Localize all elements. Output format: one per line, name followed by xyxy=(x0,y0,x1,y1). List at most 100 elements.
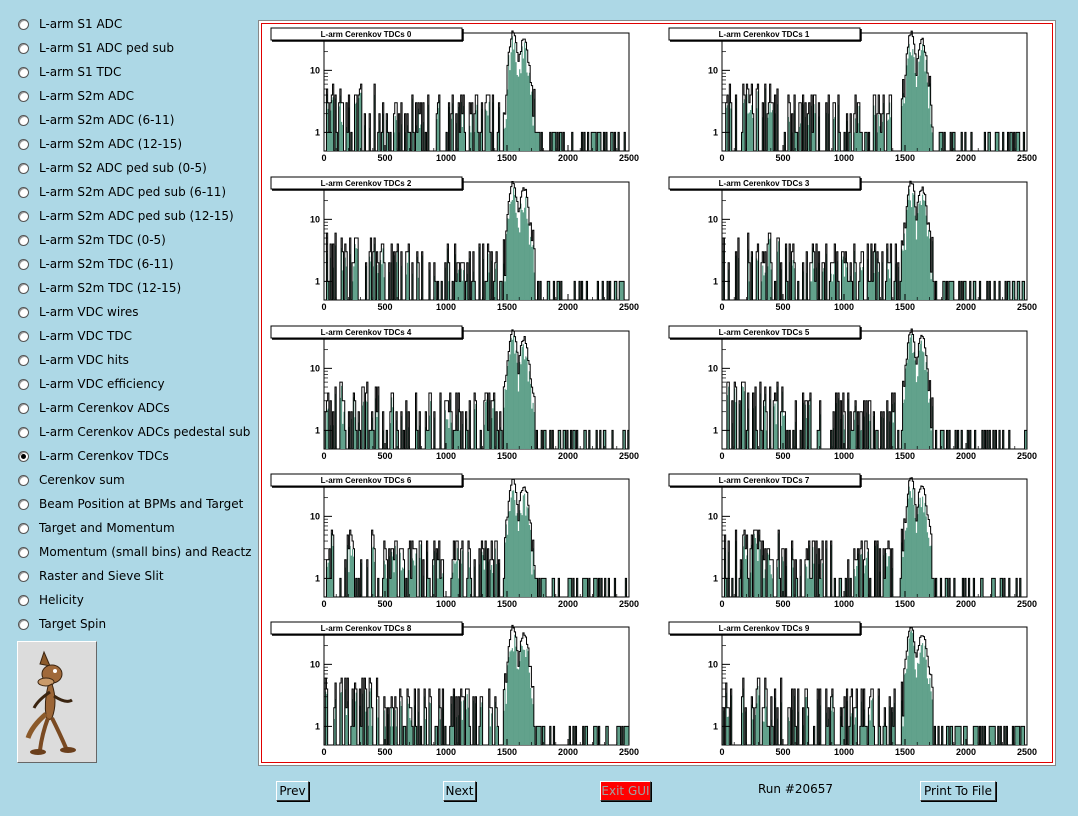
x-tick-label: 2500 xyxy=(1017,302,1037,312)
histogram-option[interactable]: L-arm Cerenkov ADCs xyxy=(18,398,170,418)
radio-button[interactable] xyxy=(18,18,29,30)
histogram-option[interactable]: L-arm S1 ADC xyxy=(18,14,122,34)
option-label: L-arm S2m TDC (0-5) xyxy=(39,233,166,247)
radio-button[interactable] xyxy=(18,474,29,486)
exit-gui-button[interactable]: Exit GUI xyxy=(600,781,651,801)
radio-button[interactable] xyxy=(18,186,29,198)
histogram-option[interactable]: L-arm S2 ADC ped sub (0-5) xyxy=(18,158,207,178)
title-box xyxy=(668,176,861,190)
histogram-option[interactable]: L-arm S2m ADC (6-11) xyxy=(18,110,174,130)
title-box xyxy=(270,176,463,190)
x-tick-label: 1500 xyxy=(497,153,517,163)
x-tick-label: 1000 xyxy=(834,451,854,461)
radio-button[interactable] xyxy=(18,570,29,582)
radio-button[interactable] xyxy=(18,306,29,318)
x-tick-label: 1500 xyxy=(895,747,915,757)
histogram-option[interactable]: L-arm S2m ADC ped sub (6-11) xyxy=(18,182,226,202)
radio-button[interactable] xyxy=(18,378,29,390)
histogram-plot: 0 500 1000 1500 2000 2500 1 10 L-arm Cerenkov TD… xyxy=(270,27,639,163)
prev-button[interactable]: Prev xyxy=(276,781,309,801)
y-tick-label: 10 xyxy=(708,659,718,669)
x-tick-label: 500 xyxy=(377,153,392,163)
option-label: L-arm S2m ADC (6-11) xyxy=(39,113,175,127)
y-tick-label: 10 xyxy=(708,511,718,521)
histogram-option[interactable]: L-arm S1 ADC ped sub xyxy=(18,38,174,58)
x-tick-label: 2000 xyxy=(558,451,578,461)
x-tick-label: 1500 xyxy=(895,153,915,163)
option-label: L-arm VDC efficiency xyxy=(39,377,165,391)
histogram-option[interactable]: Beam Position at BPMs and Target xyxy=(18,494,243,514)
x-tick-label: 1000 xyxy=(436,747,456,757)
histogram-option[interactable]: L-arm S2m TDC (0-5) xyxy=(18,230,166,250)
x-tick-label: 500 xyxy=(775,451,790,461)
y-tick-label: 1 xyxy=(315,425,320,435)
option-label: Momentum (small bins) and Reactz xyxy=(39,545,252,559)
histogram-line xyxy=(722,626,1027,746)
x-tick-label: 0 xyxy=(719,747,724,757)
print-to-file-button[interactable]: Print To File xyxy=(920,781,996,801)
histogram-option[interactable]: L-arm S2m ADC ped sub (12-15) xyxy=(18,206,234,226)
radio-button[interactable] xyxy=(18,162,29,174)
radio-button[interactable] xyxy=(18,594,29,606)
radio-button[interactable] xyxy=(18,138,29,150)
x-tick-label: 1500 xyxy=(497,599,517,609)
next-button[interactable]: Next xyxy=(443,781,476,801)
title-box xyxy=(668,621,861,635)
radio-button[interactable] xyxy=(18,402,29,414)
histogram-plot: 0 500 1000 1500 2000 2500 1 10 L-arm Cerenkov TD… xyxy=(668,176,1037,312)
histogram-option[interactable]: L-arm VDC TDC xyxy=(18,326,132,346)
radio-button[interactable] xyxy=(18,618,29,630)
x-tick-label: 0 xyxy=(719,451,724,461)
histogram-plot: 0 500 1000 1500 2000 2500 1 10 L-arm Cerenkov TD… xyxy=(270,473,639,609)
y-tick-label: 10 xyxy=(310,363,320,373)
x-tick-label: 1000 xyxy=(436,153,456,163)
radio-button[interactable] xyxy=(18,258,29,270)
radio-button[interactable] xyxy=(18,426,29,438)
histogram-option[interactable]: Target Spin xyxy=(18,614,106,634)
x-tick-label: 0 xyxy=(719,599,724,609)
x-tick-label: 2000 xyxy=(956,747,976,757)
histogram-option[interactable]: L-arm S2m TDC (12-15) xyxy=(18,278,181,298)
histogram-option[interactable]: Cerenkov sum xyxy=(18,470,125,490)
radio-button[interactable] xyxy=(18,234,29,246)
histogram-option[interactable]: Helicity xyxy=(18,590,84,610)
radio-button[interactable] xyxy=(18,498,29,510)
radio-button[interactable] xyxy=(18,42,29,54)
histogram-option[interactable]: L-arm Cerenkov TDCs xyxy=(18,446,169,466)
title-box xyxy=(668,473,861,487)
histogram-option[interactable]: L-arm S1 TDC xyxy=(18,62,121,82)
radio-button[interactable] xyxy=(18,90,29,102)
x-tick-label: 500 xyxy=(377,302,392,312)
radio-button[interactable] xyxy=(18,210,29,222)
option-label: Target Spin xyxy=(39,617,107,631)
histogram-option[interactable]: Momentum (small bins) and Reactz xyxy=(18,542,251,562)
radio-button[interactable] xyxy=(18,522,29,534)
histogram-title: L-arm Cerenkov TDCs 0 xyxy=(321,30,412,39)
radio-button[interactable] xyxy=(18,354,29,366)
option-label: Raster and Sieve Slit xyxy=(39,569,164,583)
histogram-option[interactable]: L-arm S2m ADC xyxy=(18,86,134,106)
x-tick-label: 500 xyxy=(377,747,392,757)
histogram-option[interactable]: L-arm VDC wires xyxy=(18,302,138,322)
histogram-option[interactable]: Target and Momentum xyxy=(18,518,175,538)
histogram-title: L-arm Cerenkov TDCs 5 xyxy=(719,328,810,337)
radio-button[interactable] xyxy=(18,114,29,126)
histogram-line xyxy=(722,180,1027,301)
radio-button[interactable] xyxy=(18,282,29,294)
radio-button[interactable] xyxy=(18,546,29,558)
option-label: Beam Position at BPMs and Target xyxy=(39,497,244,511)
histogram-option[interactable]: L-arm VDC efficiency xyxy=(18,374,165,394)
histogram-option[interactable]: L-arm Cerenkov ADCs pedestal sub xyxy=(18,422,250,442)
y-tick-label: 10 xyxy=(310,214,320,224)
y-tick-label: 1 xyxy=(713,573,718,583)
histogram-option[interactable]: L-arm S2m ADC (12-15) xyxy=(18,134,182,154)
radio-button[interactable] xyxy=(18,66,29,78)
histogram-option[interactable]: Raster and Sieve Slit xyxy=(18,566,164,586)
radio-button-selected[interactable] xyxy=(18,450,29,462)
histogram-option[interactable]: L-arm S2m TDC (6-11) xyxy=(18,254,174,274)
histogram-option[interactable]: L-arm VDC hits xyxy=(18,350,129,370)
radio-button[interactable] xyxy=(18,330,29,342)
option-label: L-arm VDC TDC xyxy=(39,329,132,343)
x-tick-label: 2000 xyxy=(956,451,976,461)
coyote-icon xyxy=(25,650,76,755)
